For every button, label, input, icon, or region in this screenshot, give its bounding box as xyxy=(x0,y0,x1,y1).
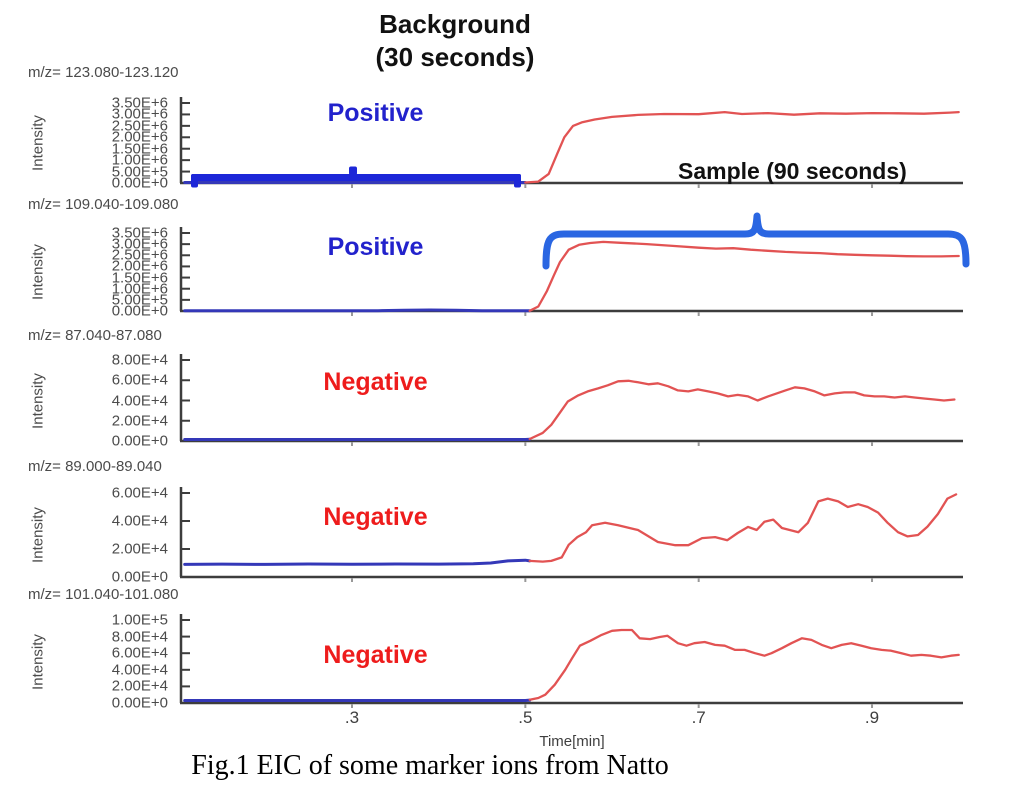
y-tick-label: 3.50E+6 xyxy=(111,224,168,242)
y-tick-label: 4.00E+4 xyxy=(111,661,168,679)
figure-caption: Fig.1 EIC of some marker ions from Natto xyxy=(191,750,669,781)
y-tick-label: 2.00E+4 xyxy=(111,412,168,430)
y-tick-label: 8.00E+4 xyxy=(111,628,168,646)
background-annotation-title: Background xyxy=(379,9,531,39)
y-tick-label: 2.00E+6 xyxy=(111,257,168,275)
x-tick-label: .3 xyxy=(344,708,360,727)
y-axis-title: Intensity xyxy=(29,633,47,690)
y-tick-label: 1.00E+6 xyxy=(111,280,168,298)
y-tick-label: 0.00E+0 xyxy=(111,694,168,712)
mz-range-label: m/z= 123.080-123.120 xyxy=(28,64,179,81)
x-axis-title: Time[min] xyxy=(539,733,605,750)
y-tick-label: 0.00E+0 xyxy=(111,568,168,586)
y-tick-label: 4.00E+4 xyxy=(111,512,168,530)
y-axis-title: Intensity xyxy=(29,244,47,300)
y-tick-label: 3.00E+6 xyxy=(111,235,168,253)
sample-segment-trace xyxy=(528,379,956,441)
y-tick-label: 1.50E+6 xyxy=(111,269,168,287)
polarity-label: Negative xyxy=(323,368,428,396)
mz-range-label: m/z= 89.000-89.040 xyxy=(28,458,162,475)
y-tick-label: 4.00E+4 xyxy=(111,392,168,409)
sample-segment-trace xyxy=(528,240,960,312)
y-axis-title: Intensity xyxy=(29,372,47,429)
y-tick-label: 0.00E+0 xyxy=(111,432,168,450)
polarity-label: Positive xyxy=(327,99,424,127)
polarity-label: Negative xyxy=(323,503,428,531)
mz-range-label: m/z= 87.040-87.080 xyxy=(28,327,162,344)
sample-bracket xyxy=(542,212,970,270)
mz-range-label: m/z= 109.040-109.080 xyxy=(28,196,179,213)
y-tick-label: 5.00E+5 xyxy=(111,291,168,309)
y-tick-label: 2.00E+4 xyxy=(111,677,168,695)
y-tick-label: 1.50E+6 xyxy=(111,140,168,158)
sample-segment-trace xyxy=(528,493,958,563)
background-segment-trace xyxy=(183,558,532,566)
x-tick-label: .5 xyxy=(518,708,533,727)
y-tick-label: 6.00E+4 xyxy=(111,371,168,389)
y-tick-label: 8.00E+4 xyxy=(111,351,168,369)
x-tick-label: .7 xyxy=(691,708,706,727)
sample-annotation: Sample (90 seconds) xyxy=(678,158,907,184)
y-tick-label: 0.00E+0 xyxy=(111,302,168,320)
background-bracket xyxy=(191,174,198,188)
y-axis-title: Intensity xyxy=(29,115,47,171)
y-tick-label: 5.00E+5 xyxy=(111,163,168,181)
x-tick-label: .9 xyxy=(864,708,880,727)
y-tick-label: 2.50E+6 xyxy=(111,117,168,135)
background-bracket xyxy=(349,166,357,175)
polarity-label: Positive xyxy=(327,233,424,261)
sample-segment-trace xyxy=(528,628,960,701)
y-tick-label: 1.00E+6 xyxy=(111,151,168,169)
y-tick-label: 6.00E+4 xyxy=(111,644,168,662)
y-tick-label: 2.00E+4 xyxy=(111,540,168,558)
polarity-label: Negative xyxy=(323,641,428,669)
y-tick-label: 1.00E+5 xyxy=(111,611,168,629)
sample-segment-trace xyxy=(524,110,960,184)
mz-range-label: m/z= 101.040-101.080 xyxy=(28,586,179,603)
y-axis-title: Intensity xyxy=(29,507,47,563)
background-segment-trace xyxy=(183,308,532,313)
y-tick-label: 6.00E+4 xyxy=(111,484,168,502)
y-tick-label: 0.00E+0 xyxy=(111,174,168,192)
y-tick-label: 2.00E+6 xyxy=(111,128,168,146)
background-annotation: Background (30 seconds) xyxy=(330,8,580,74)
y-tick-label: 3.50E+6 xyxy=(111,94,168,112)
background-bracket xyxy=(514,174,521,188)
y-tick-label: 2.50E+6 xyxy=(111,246,168,264)
background-bracket xyxy=(191,174,521,181)
y-tick-label: 3.00E+6 xyxy=(111,105,168,123)
background-annotation-duration: (30 seconds) xyxy=(375,42,535,72)
